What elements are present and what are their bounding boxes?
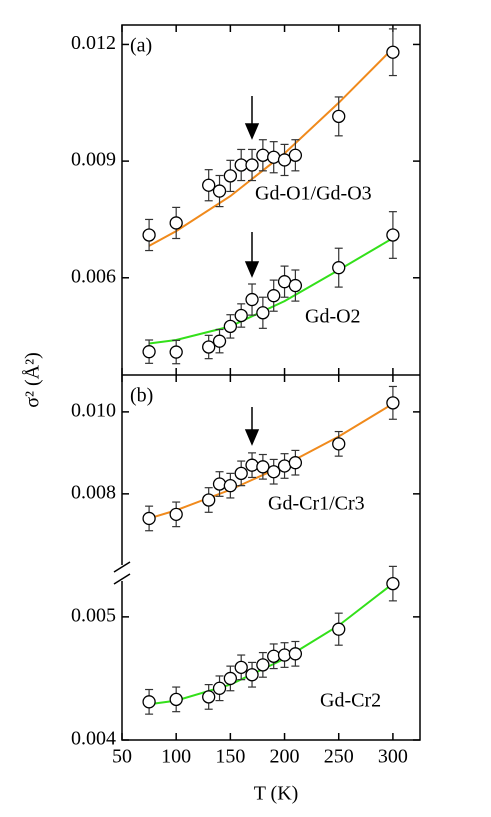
data-point: [332, 261, 346, 275]
y-tick-label: 0.006: [71, 265, 116, 287]
data-point: [267, 289, 281, 303]
data-point: [169, 692, 183, 707]
x-tick-label: 150: [215, 746, 245, 768]
data-point: [277, 648, 292, 662]
data-point: [386, 228, 400, 242]
data-point: [288, 278, 303, 293]
y-tick-label: 0.005: [71, 604, 116, 626]
data-point: [267, 649, 281, 663]
panel-label: (a): [130, 35, 152, 57]
data-point: [277, 153, 292, 167]
data-point: [256, 460, 270, 474]
x-axis-label: T (K): [254, 783, 299, 805]
data-point: [142, 228, 156, 242]
data-point: [142, 695, 156, 709]
data-point: [202, 690, 216, 704]
data-point: [223, 319, 238, 334]
data-point: [332, 622, 346, 636]
y-tick-label: 0.008: [71, 481, 116, 503]
x-tick-label: 250: [324, 746, 354, 768]
data-point: [202, 178, 216, 192]
data-point: [277, 459, 292, 473]
data-point: [245, 158, 259, 172]
data-point: [288, 148, 303, 162]
x-tick-label: 100: [161, 746, 191, 768]
axis-break: [113, 573, 131, 585]
data-point: [223, 479, 238, 493]
data-point: [386, 576, 400, 591]
data-point: [245, 292, 259, 307]
data-point: [202, 340, 216, 354]
data-point: [267, 150, 281, 164]
x-tick-label: 300: [378, 746, 408, 768]
plot-frame: [121, 24, 421, 741]
data-point: [212, 681, 227, 695]
data-point: [212, 477, 227, 491]
y-tick-label: 0.009: [71, 149, 116, 171]
data-point: [169, 216, 183, 230]
data-point: [245, 668, 259, 682]
data-point: [256, 306, 270, 320]
data-point: [288, 647, 303, 661]
axis-break: [113, 561, 131, 573]
data-point: [288, 456, 303, 470]
data-point: [169, 507, 183, 521]
series-label: Gd-O2: [305, 306, 361, 328]
data-point: [267, 465, 281, 479]
data-point: [212, 184, 227, 198]
data-point: [212, 334, 227, 348]
data-point: [245, 458, 259, 472]
data-point: [256, 148, 270, 162]
data-point: [223, 671, 238, 686]
data-point: [256, 658, 270, 672]
y-tick-label: 0.004: [71, 728, 116, 750]
data-point: [386, 45, 400, 59]
series-label: Gd-O1/Gd-O3: [255, 183, 372, 205]
fit-line: [148, 47, 394, 247]
series-label: Gd-Cr2: [320, 690, 381, 712]
data-point: [332, 109, 346, 124]
arrow: [244, 96, 260, 446]
data-point: [386, 396, 400, 410]
data-point: [234, 660, 248, 675]
data-point: [142, 345, 156, 359]
panel-label: (b): [130, 385, 153, 407]
data-point: [202, 493, 216, 507]
x-tick-label: 50: [112, 746, 132, 768]
data-point: [169, 345, 183, 359]
y-tick-label: 0.012: [71, 32, 116, 54]
x-tick-label: 200: [270, 746, 300, 768]
data-point: [332, 437, 346, 451]
y-axis-label: σ² (Å²): [22, 352, 44, 408]
series-label: Gd-Cr1/Cr3: [268, 493, 365, 515]
y-tick-label: 0.010: [71, 399, 116, 421]
data-point: [223, 169, 238, 183]
data-point: [234, 466, 248, 481]
data-point: [234, 308, 248, 323]
data-point: [142, 511, 156, 526]
